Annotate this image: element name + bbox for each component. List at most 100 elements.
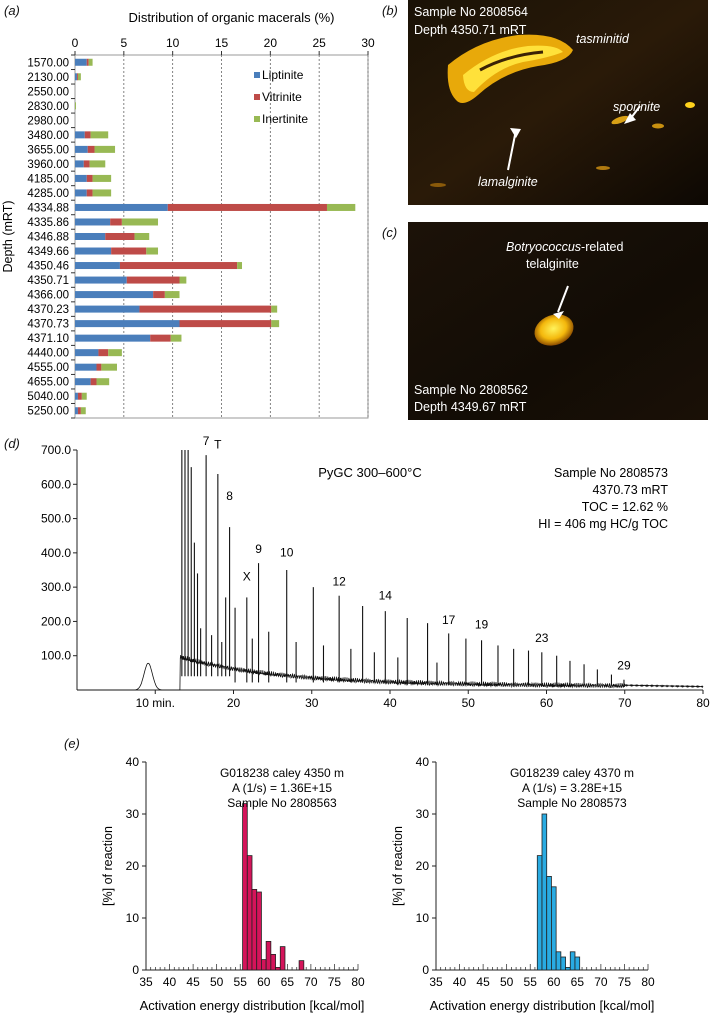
bar-vitrinite bbox=[86, 189, 93, 197]
y-tick-label: 4370.73 bbox=[27, 319, 69, 331]
x-tick-label: 65 bbox=[571, 975, 585, 989]
label-botryococcus-line1: Botryococcus-related bbox=[506, 240, 623, 254]
bar-inertinite bbox=[77, 73, 81, 81]
bar-vitrinite bbox=[83, 160, 90, 168]
y-tick-label: 300.0 bbox=[41, 580, 71, 594]
histogram-bar bbox=[541, 813, 548, 971]
bar-liptinite bbox=[75, 262, 120, 270]
peak-label: 9 bbox=[255, 542, 262, 556]
bar-vitrinite bbox=[84, 131, 91, 139]
activation-energy-chart-left: 0 10 20 30 40 35 40 45 50 55 60 65 70 75 80 [%] of reac… bbox=[101, 755, 365, 1013]
bar-inertinite bbox=[237, 262, 243, 270]
chart-title: G018239 caley 4370 m bbox=[510, 766, 634, 780]
x-tick-label: 80 bbox=[351, 975, 365, 989]
legend-swatch-vitrinite bbox=[254, 94, 260, 100]
peak-label: 8 bbox=[226, 489, 233, 503]
micrograph-b-image bbox=[408, 0, 708, 205]
panel-letter-e: (e) bbox=[64, 736, 80, 751]
x-axis-label: Activation energy distribution [kcal/mol… bbox=[140, 998, 365, 1013]
x-tick-label: 35 bbox=[429, 975, 443, 989]
y-tick-label: 2130.00 bbox=[27, 72, 69, 84]
peak-label: 10 bbox=[280, 545, 294, 559]
bar-inertinite bbox=[92, 189, 112, 197]
y-tick-label: 1570.00 bbox=[27, 57, 69, 69]
bar-liptinite bbox=[75, 160, 84, 168]
histogram-bar bbox=[242, 803, 248, 971]
bar-inertinite bbox=[108, 349, 122, 357]
bar-vitrinite bbox=[90, 378, 97, 386]
peak-label: 14 bbox=[379, 588, 393, 602]
pygc-chromatogram: 100.0 200.0 300.0 400.0 500.0 600.0 700.0 10 mi… bbox=[41, 434, 710, 710]
legend-swatch-liptinite bbox=[254, 72, 260, 78]
sample-info-line: TOC = 12.62 % bbox=[582, 500, 668, 514]
bar-vitrinite bbox=[119, 262, 238, 270]
x-tick-label: 40 bbox=[453, 975, 467, 989]
bar-liptinite bbox=[75, 305, 140, 313]
x-tick-label: 5 bbox=[120, 36, 127, 50]
y-tick-label: 500.0 bbox=[41, 512, 71, 526]
x-tick-label: 25 bbox=[312, 36, 326, 50]
y-tick-label: 30 bbox=[416, 807, 430, 821]
y-tick-label: 5040.00 bbox=[27, 391, 69, 403]
histogram-bar bbox=[560, 956, 566, 971]
x-tick-label: 70 bbox=[618, 696, 632, 710]
bar-vitrinite bbox=[86, 174, 93, 182]
label-botryococcus-rest: -related bbox=[581, 240, 624, 254]
peak-label: T bbox=[214, 437, 222, 451]
label-lamalginite: lamalginite bbox=[478, 175, 538, 189]
bar-liptinite bbox=[75, 407, 78, 415]
panel-letter-a: (a) bbox=[4, 3, 20, 18]
chromatogram-trace bbox=[77, 654, 704, 691]
label-telalginite: telalginite bbox=[526, 257, 579, 271]
chart-title: Distribution of organic macerals (%) bbox=[129, 10, 335, 25]
panel-letter-b: (b) bbox=[382, 3, 398, 18]
y-tick-label: 10 bbox=[126, 911, 140, 925]
histogram-bar bbox=[279, 946, 286, 971]
x-tick-label: 60 bbox=[547, 975, 561, 989]
histogram-bar bbox=[298, 960, 305, 971]
y-tick-label: 700.0 bbox=[41, 443, 71, 457]
micrograph-b: Sample No 2808564 Depth 4350.71 mRT tasm… bbox=[408, 0, 708, 205]
y-tick-label: 3480.00 bbox=[27, 130, 69, 142]
y-tick-label: 0 bbox=[422, 963, 429, 977]
histogram-bar bbox=[251, 889, 258, 971]
y-tick-label: 400.0 bbox=[41, 546, 71, 560]
y-tick-label: 100.0 bbox=[41, 649, 71, 663]
bar-inertinite bbox=[121, 218, 159, 226]
activation-energy-chart-right: 0 10 20 30 40 35 40 45 50 55 60 65 70 75 80 [%] of reac… bbox=[391, 755, 655, 1013]
y-tick-label: 20 bbox=[416, 859, 430, 873]
x-tick-label: 55 bbox=[234, 975, 248, 989]
histogram-bar bbox=[565, 967, 571, 971]
y-tick-label: 200.0 bbox=[41, 614, 71, 628]
x-tick-label: 50 bbox=[210, 975, 224, 989]
x-tick-label: 15 bbox=[215, 36, 229, 50]
peak-label: 29 bbox=[617, 659, 631, 673]
chart-title: PyGC 300–600°C bbox=[318, 465, 421, 480]
y-tick-label: 4185.00 bbox=[27, 173, 69, 185]
histogram-bar bbox=[246, 855, 253, 971]
bar-inertinite bbox=[89, 160, 106, 168]
bar-inertinite bbox=[88, 58, 93, 66]
micrograph-c-sample: Sample No 2808562 bbox=[414, 383, 528, 397]
bar-vitrinite bbox=[105, 233, 135, 240]
x-tick-label: 75 bbox=[328, 975, 342, 989]
sample-info-line: Sample No 2808573 bbox=[554, 466, 668, 480]
bar-vitrinite bbox=[96, 363, 102, 371]
x-tick-label: 60 bbox=[540, 696, 554, 710]
bar-liptinite bbox=[75, 291, 154, 299]
bar-inertinite bbox=[326, 203, 356, 211]
x-tick-label: 20 bbox=[264, 36, 278, 50]
x-tick-label: 35 bbox=[139, 975, 153, 989]
label-sporinite: sporinite bbox=[613, 100, 661, 114]
y-tick-label: 4350.46 bbox=[27, 261, 69, 273]
x-tick-label: 40 bbox=[383, 696, 397, 710]
x-tick-label: 70 bbox=[304, 975, 318, 989]
bar-liptinite bbox=[75, 320, 180, 328]
peak-label: 23 bbox=[535, 631, 549, 645]
histogram-bar bbox=[546, 876, 552, 971]
x-tick-label: 80 bbox=[696, 696, 710, 710]
bar-inertinite bbox=[96, 378, 110, 386]
y-tick-label: 2830.00 bbox=[27, 101, 69, 113]
bar-vitrinite bbox=[76, 73, 78, 81]
peak-label: 7 bbox=[203, 434, 210, 448]
